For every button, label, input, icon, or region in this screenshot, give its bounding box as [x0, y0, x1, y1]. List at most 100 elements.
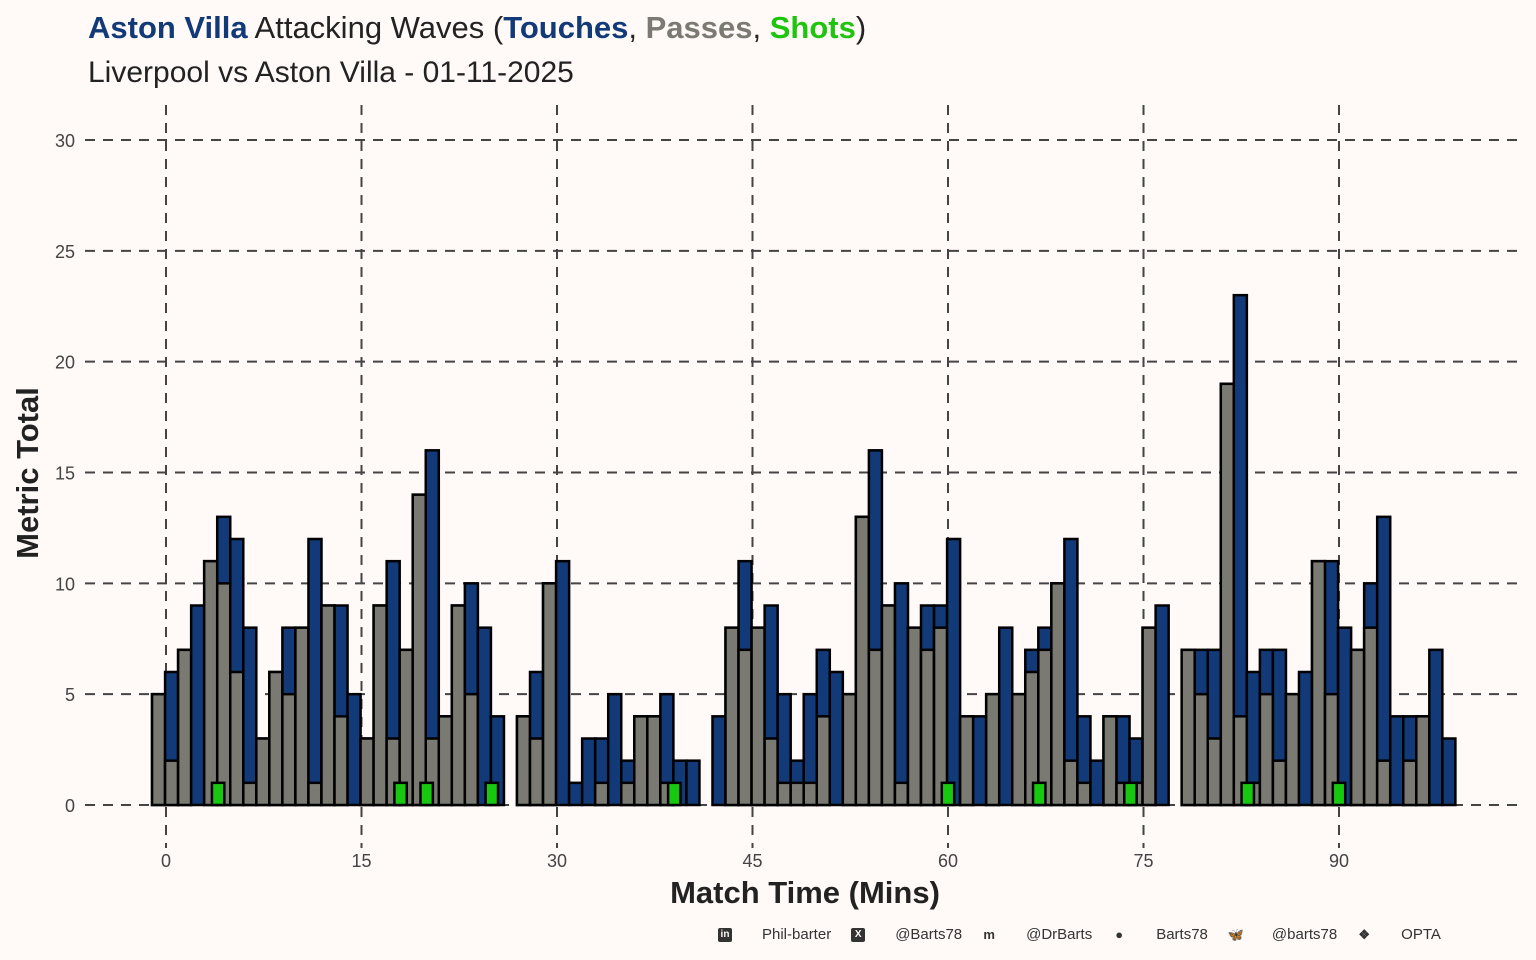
touches-bar — [580, 737, 597, 807]
passes-bar — [1362, 626, 1379, 807]
passes-bar — [268, 670, 284, 807]
mastodon-icon: m — [983, 926, 995, 942]
touches-bar — [997, 626, 1014, 807]
passes-bar — [867, 648, 884, 807]
touches-bar — [711, 715, 727, 807]
y-tick-label: 30 — [55, 131, 75, 151]
passes-bar — [1284, 692, 1301, 807]
touches-bar — [242, 626, 258, 807]
title-sep: , — [628, 10, 646, 45]
passes-bar — [1349, 648, 1366, 807]
passes-bar — [1076, 781, 1092, 807]
linkedin-icon: in — [718, 927, 732, 942]
passes-bar — [646, 715, 662, 807]
passes-bar — [958, 715, 975, 807]
passes-bar — [1063, 759, 1079, 807]
passes-bar — [984, 692, 1001, 807]
passes-bar — [854, 515, 871, 807]
github-icon: ● — [1115, 926, 1124, 942]
touches-bar — [554, 559, 571, 807]
passes-bar — [215, 582, 232, 807]
chart-title: Aston Villa Attacking Waves (Touches, Pa… — [88, 10, 866, 46]
passes-bar — [163, 759, 180, 807]
title-middle: Attacking Waves ( — [247, 10, 504, 45]
passes-bar — [333, 715, 349, 807]
passes-bar — [1180, 648, 1196, 807]
footer-credit-label: Phil-barter — [762, 926, 832, 943]
passes-bar — [1206, 737, 1223, 807]
passes-bar — [620, 781, 636, 807]
touches-bar — [971, 715, 988, 807]
y-tick-label: 0 — [65, 796, 75, 816]
passes-bar — [202, 559, 219, 807]
passes-bar — [1258, 692, 1275, 807]
passes-bar — [919, 648, 936, 807]
x-tick-label: 90 — [1329, 851, 1349, 871]
passes-bar — [294, 626, 310, 807]
passes-bar — [437, 715, 454, 807]
bars — [150, 293, 1457, 807]
passes-bar — [906, 626, 923, 807]
touches-bar — [685, 759, 701, 807]
passes-bar — [815, 715, 832, 807]
x-tick-label: 30 — [547, 851, 567, 871]
passes-bar — [750, 626, 766, 807]
touches-bar — [945, 537, 962, 807]
shots-bar — [419, 781, 435, 807]
passes-bar — [229, 670, 245, 807]
touches-bar — [1089, 759, 1105, 807]
y-axis-label: Metric Total — [10, 387, 45, 559]
passes-bar — [932, 626, 949, 807]
x-icon: X — [851, 927, 866, 942]
passes-bar — [307, 781, 323, 807]
shots-bar — [1331, 781, 1347, 807]
title-team: Aston Villa — [88, 10, 248, 45]
title-passes: Passes — [645, 10, 753, 45]
passes-bar — [724, 626, 740, 807]
passes-bar — [776, 781, 792, 807]
footer-credit-label: Barts78 — [1156, 926, 1208, 943]
y-tick-label: 10 — [55, 574, 75, 594]
axes: 0 5 10 15 20 25 30 0 15 30 45 60 75 90 — [55, 131, 1349, 871]
passes-bar — [320, 604, 336, 807]
passes-bar — [1141, 626, 1157, 807]
passes-bar — [1193, 692, 1210, 807]
title-touches: Touches — [503, 10, 629, 45]
shots-bar — [393, 781, 409, 807]
passes-bar — [359, 737, 375, 807]
passes-bar — [1219, 382, 1236, 807]
passes-bar — [1415, 715, 1431, 807]
x-axis-label: Match Time (Mins) — [670, 875, 940, 910]
touches-bar — [1336, 626, 1353, 807]
dropbox-icon: ❖ — [1358, 926, 1370, 942]
touches-bar — [828, 670, 845, 807]
passes-bar — [1102, 715, 1118, 807]
passes-bar — [1271, 759, 1288, 807]
passes-bar — [1402, 759, 1418, 807]
touches-bar — [476, 626, 493, 807]
passes-bar — [463, 692, 480, 807]
touches-bar — [1297, 670, 1314, 807]
y-tick-label: 5 — [65, 685, 75, 705]
footer-credit-label: @barts78 — [1271, 926, 1338, 943]
shots-bar — [1031, 781, 1047, 807]
footer-credit-label: OPTA — [1401, 926, 1441, 943]
bluesky-icon: 🦋 — [1227, 926, 1245, 942]
passes-bar — [372, 604, 388, 807]
passes-bar — [281, 692, 297, 807]
passes-bar — [880, 604, 897, 807]
passes-bar — [242, 781, 258, 807]
chart-subtitle: Liverpool vs Aston Villa - 01-11-2025 — [88, 56, 574, 89]
passes-bar — [1050, 582, 1066, 807]
x-tick-label: 0 — [161, 851, 171, 871]
passes-bar — [150, 692, 167, 807]
touches-bar — [189, 604, 206, 807]
touches-bar — [307, 537, 323, 807]
passes-bar — [1310, 559, 1327, 807]
shots-bar — [1240, 781, 1256, 807]
touches-bar — [893, 582, 910, 807]
passes-bar — [515, 715, 532, 807]
passes-bar — [255, 737, 271, 807]
title-shots: Shots — [769, 10, 856, 45]
passes-bar — [411, 493, 428, 807]
